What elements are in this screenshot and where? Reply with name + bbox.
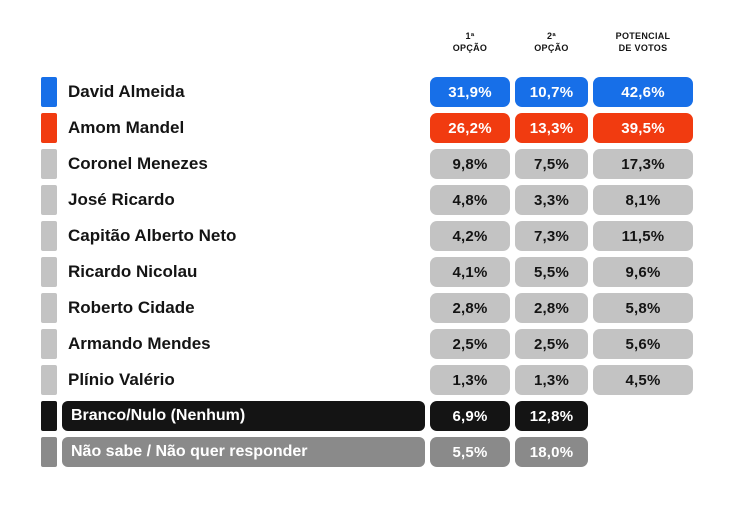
- column-header-opcao2-line2: OPÇÃO: [534, 42, 569, 53]
- results-rows: David Almeida 31,9% 10,7% 42,6% Amom Mandel 2…: [41, 77, 698, 468]
- row-color-marker: [41, 77, 57, 108]
- opcao1-value: 1,3%: [430, 365, 510, 396]
- opcao2-value: 3,3%: [515, 185, 588, 216]
- poll-results-board: 1ª OPÇÃO 2ª OPÇÃO POTENCIAL DE VOTOS Dav…: [41, 31, 698, 468]
- row-color-marker: [41, 293, 57, 324]
- result-row: Amom Mandel 26,2% 13,3% 39,5%: [41, 113, 698, 144]
- opcao1-value: 4,2%: [430, 221, 510, 252]
- opcao2-value: 2,8%: [515, 293, 588, 324]
- column-header-opcao1-line1: 1ª: [465, 31, 475, 41]
- candidate-name: Coronel Menezes: [68, 154, 208, 174]
- potencial-empty-cell: [593, 401, 693, 431]
- opcao2-value: 2,5%: [515, 329, 588, 360]
- column-header-opcao1: 1ª OPÇÃO: [430, 31, 510, 54]
- result-row: Roberto Cidade 2,8% 2,8% 5,8%: [41, 293, 698, 324]
- potencial-value: 11,5%: [593, 221, 693, 252]
- row-color-marker: [41, 221, 57, 252]
- opcao1-value: 2,8%: [430, 293, 510, 324]
- candidate-name: Roberto Cidade: [68, 298, 195, 318]
- potencial-value: 8,1%: [593, 185, 693, 216]
- row-color-marker: [41, 437, 57, 468]
- opcao1-value: 5,5%: [430, 437, 510, 468]
- opcao1-value: 6,9%: [430, 401, 510, 432]
- result-row: David Almeida 31,9% 10,7% 42,6%: [41, 77, 698, 108]
- result-row: Coronel Menezes 9,8% 7,5% 17,3%: [41, 149, 698, 180]
- opcao2-value: 7,3%: [515, 221, 588, 252]
- column-header-potencial-line1: POTENCIAL: [615, 31, 671, 41]
- opcao1-value: 2,5%: [430, 329, 510, 360]
- header-spacer-marker: [41, 31, 57, 54]
- potencial-value: 17,3%: [593, 149, 693, 180]
- row-color-marker: [41, 113, 57, 144]
- column-header-potencial-line2: DE VOTOS: [618, 42, 668, 53]
- potencial-value: 39,5%: [593, 113, 693, 144]
- column-header-potencial: POTENCIAL DE VOTOS: [593, 31, 693, 54]
- result-row: Capitão Alberto Neto 4,2% 7,3% 11,5%: [41, 221, 698, 252]
- potencial-value: 5,6%: [593, 329, 693, 360]
- column-header-opcao2: 2ª OPÇÃO: [515, 31, 588, 54]
- opcao2-value: 13,3%: [515, 113, 588, 144]
- opcao2-value: 1,3%: [515, 365, 588, 396]
- result-row: Ricardo Nicolau 4,1% 5,5% 9,6%: [41, 257, 698, 288]
- row-color-marker: [41, 365, 57, 396]
- opcao1-value: 31,9%: [430, 77, 510, 108]
- column-header-opcao2-line1: 2ª: [547, 31, 556, 41]
- opcao2-value: 7,5%: [515, 149, 588, 180]
- opcao1-value: 26,2%: [430, 113, 510, 144]
- candidate-name: Ricardo Nicolau: [68, 262, 198, 282]
- candidate-name: Armando Mendes: [68, 334, 211, 354]
- row-color-marker: [41, 185, 57, 216]
- result-row: José Ricardo 4,8% 3,3% 8,1%: [41, 185, 698, 216]
- opcao2-value: 10,7%: [515, 77, 588, 108]
- candidate-name: David Almeida: [68, 82, 185, 102]
- column-headers: 1ª OPÇÃO 2ª OPÇÃO POTENCIAL DE VOTOS: [41, 31, 698, 54]
- potencial-value: 5,8%: [593, 293, 693, 324]
- candidate-name: Branco/Nulo (Nenhum): [62, 401, 425, 432]
- opcao2-value: 5,5%: [515, 257, 588, 288]
- potencial-value: 9,6%: [593, 257, 693, 288]
- opcao2-value: 12,8%: [515, 401, 588, 432]
- potencial-empty-cell: [593, 437, 693, 467]
- result-row: Não sabe / Não quer responder 5,5% 18,0%: [41, 437, 698, 468]
- header-spacer-name: [62, 31, 425, 54]
- result-row: Branco/Nulo (Nenhum) 6,9% 12,8%: [41, 401, 698, 432]
- candidate-name: Não sabe / Não quer responder: [62, 437, 425, 468]
- potencial-value: 4,5%: [593, 365, 693, 396]
- result-row: Armando Mendes 2,5% 2,5% 5,6%: [41, 329, 698, 360]
- row-color-marker: [41, 149, 57, 180]
- opcao1-value: 4,8%: [430, 185, 510, 216]
- opcao1-value: 9,8%: [430, 149, 510, 180]
- row-color-marker: [41, 329, 57, 360]
- candidate-name: Capitão Alberto Neto: [68, 226, 237, 246]
- potencial-value: 42,6%: [593, 77, 693, 108]
- candidate-name: José Ricardo: [68, 190, 175, 210]
- row-color-marker: [41, 401, 57, 432]
- result-row: Plínio Valério 1,3% 1,3% 4,5%: [41, 365, 698, 396]
- row-color-marker: [41, 257, 57, 288]
- column-header-opcao1-line2: OPÇÃO: [452, 42, 488, 53]
- opcao2-value: 18,0%: [515, 437, 588, 468]
- opcao1-value: 4,1%: [430, 257, 510, 288]
- candidate-name: Plínio Valério: [68, 370, 175, 390]
- candidate-name: Amom Mandel: [68, 118, 185, 138]
